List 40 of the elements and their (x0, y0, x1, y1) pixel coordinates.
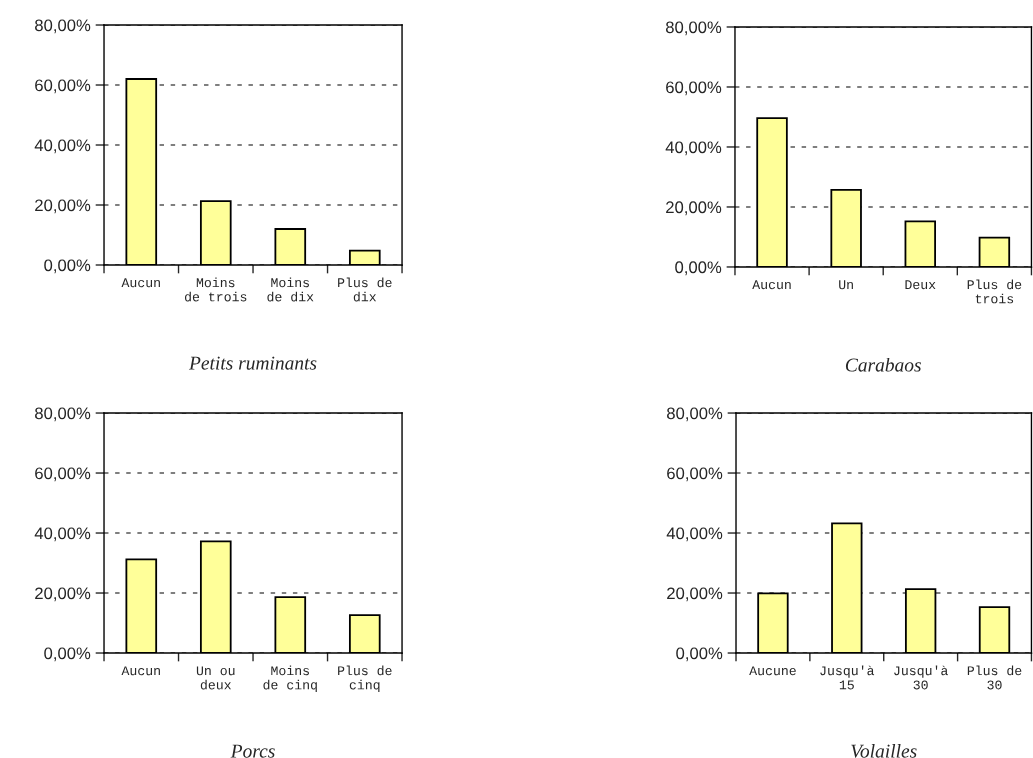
x-tick-label: Jusqu'à 15 (820, 665, 875, 690)
text: Petits ruminants (188, 356, 317, 370)
x-tick-label: Moins de dix (267, 277, 314, 302)
y-tick-label: 0,00% (44, 647, 91, 662)
x-tick-label: Aucun (752, 280, 791, 290)
y-tick-label: 60,00% (667, 467, 723, 482)
x-tick-label: Aucune (749, 666, 796, 676)
y-tick-label: 60,00% (35, 79, 91, 94)
x-tick-label: Plus de 30 (967, 665, 1022, 690)
x-tick-label: Moins de cinq (263, 665, 317, 693)
y-tick-label: 60,00% (35, 467, 91, 482)
y-tick-label: 60,00% (666, 81, 722, 96)
y-tick-label: 20,00% (35, 587, 91, 602)
y-tick-label: 40,00% (666, 527, 723, 542)
text: Carabaos (845, 357, 921, 372)
y-tick-label: 80,00% (665, 21, 722, 36)
y-tick-label: 40,00% (34, 527, 91, 542)
text: Porcs (230, 744, 275, 758)
y-tick-label: 80,00% (35, 19, 91, 34)
x-tick-label: Moins de trois (184, 277, 247, 302)
x-tick-label: Un ou deux (196, 666, 235, 690)
x-tick-label: Plus de dix (338, 277, 392, 302)
x-tick-label: Aucun (121, 666, 160, 676)
text: Volailles (851, 743, 917, 758)
y-tick-label: 20,00% (667, 587, 723, 602)
x-tick-label: Deux (905, 280, 936, 290)
x-tick-label: Plus de cinq (338, 665, 392, 693)
y-tick-label: 0,00% (44, 259, 91, 274)
y-tick-label: 20,00% (666, 201, 722, 216)
x-tick-label: Plus de trois (967, 279, 1022, 304)
y-tick-label: 80,00% (35, 407, 91, 422)
y-tick-label: 80,00% (667, 407, 723, 422)
y-tick-label: 20,00% (35, 199, 91, 214)
y-tick-label: 0,00% (676, 647, 723, 662)
x-tick-label: Jusqu'à 30 (894, 665, 948, 690)
x-tick-label: Un (839, 280, 853, 290)
y-tick-label: 0,00% (675, 261, 722, 276)
x-tick-label: Aucun (121, 278, 160, 288)
y-tick-label: 40,00% (665, 141, 722, 156)
y-tick-label: 40,00% (34, 139, 91, 154)
